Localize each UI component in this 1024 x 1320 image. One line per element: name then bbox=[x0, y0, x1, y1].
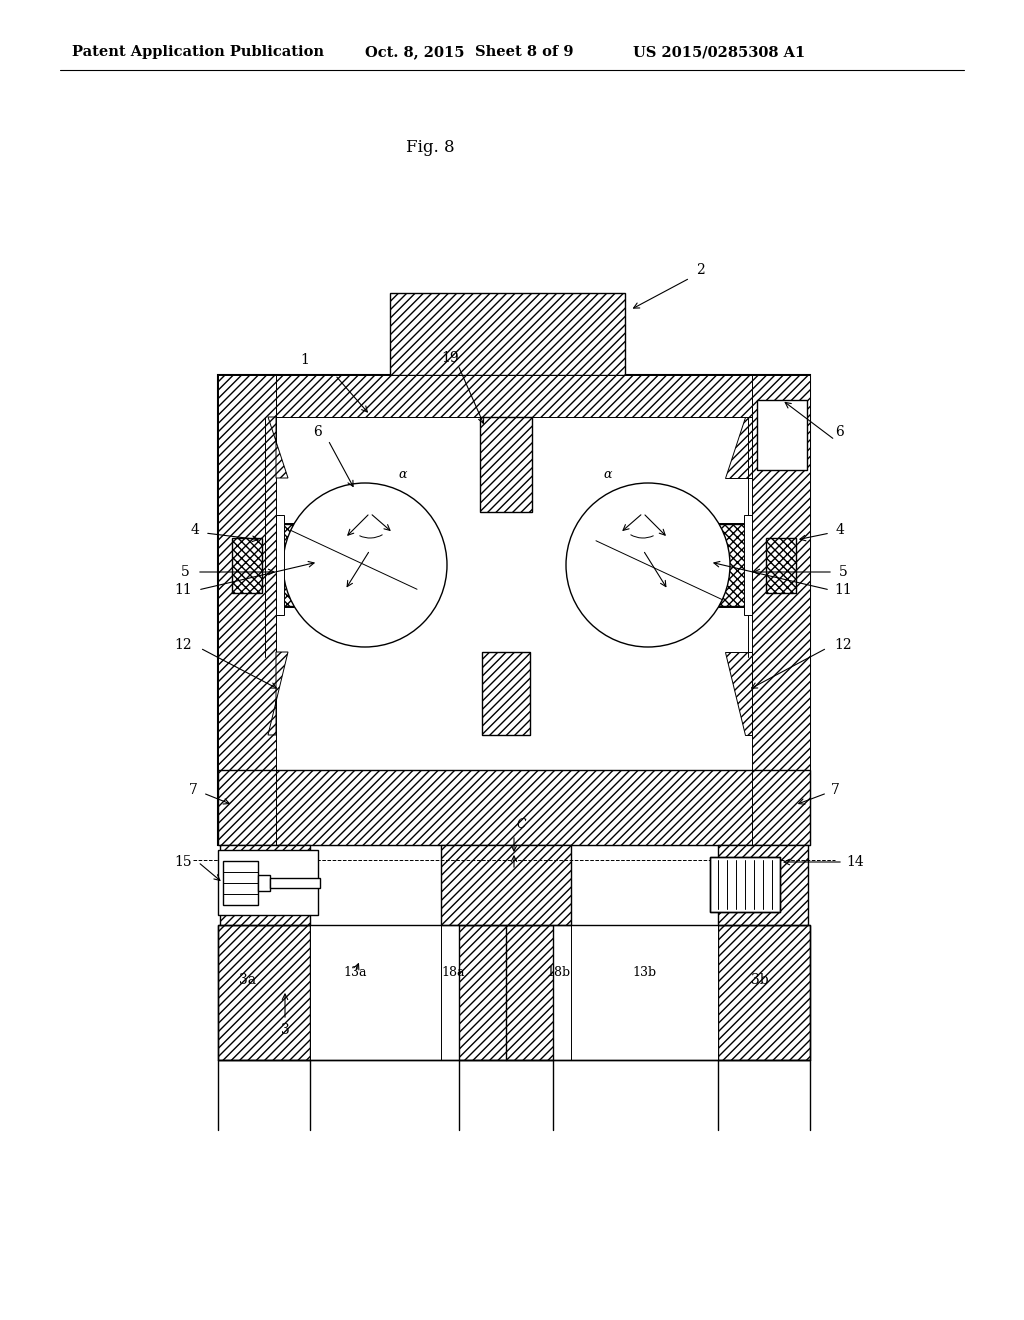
Text: Fig. 8: Fig. 8 bbox=[406, 140, 455, 157]
Text: 7: 7 bbox=[830, 783, 840, 797]
Circle shape bbox=[566, 483, 730, 647]
Bar bbox=[218, 925, 810, 1060]
Bar bbox=[316, 535, 344, 595]
Text: 5: 5 bbox=[180, 565, 189, 579]
Bar bbox=[218, 850, 318, 915]
Bar bbox=[278, 524, 318, 606]
Bar bbox=[276, 523, 311, 607]
Text: 4: 4 bbox=[836, 523, 845, 537]
Text: 13a: 13a bbox=[343, 965, 367, 978]
Bar bbox=[480, 417, 532, 512]
Bar bbox=[717, 523, 752, 607]
Text: 7: 7 bbox=[188, 783, 198, 797]
Text: α: α bbox=[604, 469, 612, 482]
Text: α: α bbox=[398, 469, 408, 482]
Bar bbox=[220, 845, 310, 925]
Text: 4: 4 bbox=[190, 523, 200, 537]
Text: 12: 12 bbox=[835, 638, 852, 652]
Text: US 2015/0285308 A1: US 2015/0285308 A1 bbox=[633, 45, 805, 59]
Bar bbox=[718, 925, 810, 1060]
Bar bbox=[390, 293, 625, 375]
Bar bbox=[310, 925, 441, 1060]
Bar bbox=[718, 845, 808, 925]
Bar bbox=[482, 652, 530, 735]
Text: Oct. 8, 2015: Oct. 8, 2015 bbox=[365, 45, 465, 59]
Bar bbox=[258, 875, 270, 891]
Bar bbox=[710, 524, 750, 606]
Polygon shape bbox=[725, 417, 752, 478]
Text: 12: 12 bbox=[174, 638, 191, 652]
Text: C: C bbox=[516, 818, 525, 832]
Bar bbox=[270, 878, 319, 888]
Text: 18a: 18a bbox=[441, 965, 465, 978]
Text: 14: 14 bbox=[846, 855, 864, 869]
Text: 1: 1 bbox=[301, 352, 309, 367]
Text: 3b: 3b bbox=[752, 973, 769, 987]
Text: 19: 19 bbox=[441, 351, 459, 366]
Text: 2: 2 bbox=[695, 263, 705, 277]
Polygon shape bbox=[725, 652, 752, 735]
Bar bbox=[684, 535, 712, 595]
Bar bbox=[232, 539, 262, 593]
Text: 6: 6 bbox=[836, 425, 845, 440]
Text: Patent Application Publication: Patent Application Publication bbox=[72, 45, 324, 59]
Text: 3a: 3a bbox=[240, 973, 257, 987]
Bar bbox=[218, 925, 310, 1060]
Text: 15: 15 bbox=[174, 855, 191, 869]
Text: 11: 11 bbox=[174, 583, 191, 597]
Bar bbox=[218, 375, 810, 845]
Circle shape bbox=[283, 483, 447, 647]
Text: 5: 5 bbox=[839, 565, 848, 579]
Bar bbox=[276, 375, 752, 417]
Text: 6: 6 bbox=[312, 425, 322, 440]
Text: Sheet 8 of 9: Sheet 8 of 9 bbox=[475, 45, 573, 59]
Bar bbox=[441, 845, 571, 925]
Bar bbox=[459, 925, 553, 1060]
Bar bbox=[752, 375, 810, 845]
Polygon shape bbox=[268, 652, 288, 735]
Bar bbox=[218, 375, 276, 845]
Bar bbox=[571, 925, 718, 1060]
Bar bbox=[766, 539, 796, 593]
Bar bbox=[276, 770, 752, 845]
Bar bbox=[710, 857, 780, 912]
Text: 3: 3 bbox=[281, 1023, 290, 1038]
Bar bbox=[218, 770, 810, 845]
Text: 18b: 18b bbox=[546, 965, 570, 978]
Text: 11: 11 bbox=[835, 583, 852, 597]
Text: 13b: 13b bbox=[633, 965, 657, 978]
Bar bbox=[710, 857, 780, 912]
Bar bbox=[223, 861, 258, 906]
Bar bbox=[757, 400, 807, 470]
Polygon shape bbox=[268, 417, 288, 478]
Bar bbox=[744, 515, 752, 615]
Bar bbox=[276, 515, 284, 615]
